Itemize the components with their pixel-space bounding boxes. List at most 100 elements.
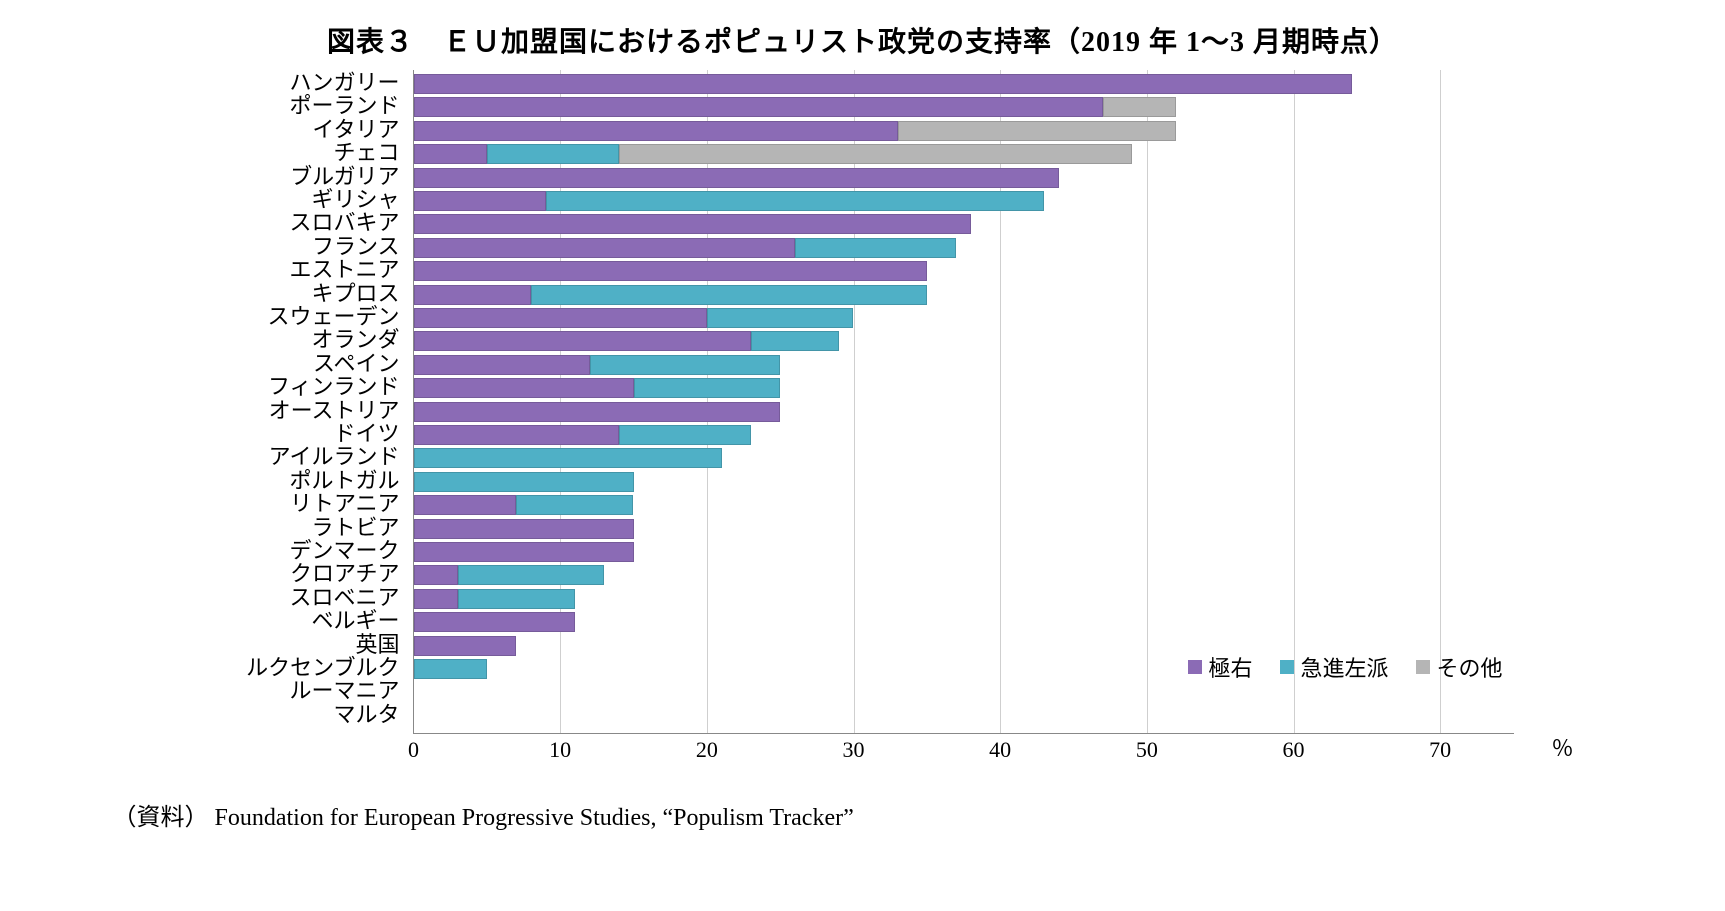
source-line: （資料） Foundation for European Progressive… xyxy=(113,797,1613,832)
category-label: ラトビア xyxy=(311,518,413,538)
category-label: ハンガリー xyxy=(289,73,413,93)
bar-segment-far_right xyxy=(414,191,546,211)
category-label: イタリア xyxy=(312,120,413,140)
bar-segment-far_right xyxy=(414,495,517,515)
x-tick-label: 70 xyxy=(1429,737,1451,763)
source-prefix: （資料） xyxy=(113,805,209,831)
category-label: キプロス xyxy=(311,284,413,304)
bar-row: クロアチア xyxy=(414,565,605,585)
category-label: ルーマニア xyxy=(289,681,413,701)
bar-segment-radical_left xyxy=(590,355,781,375)
legend-item-other: その他 xyxy=(1416,651,1502,683)
bar-row: ポーランド xyxy=(414,97,1177,117)
bar-row: ルクセンブルク xyxy=(414,659,487,679)
category-label: スペイン xyxy=(313,354,413,374)
bar-segment-far_right xyxy=(414,261,927,281)
category-label: マルタ xyxy=(333,705,413,725)
bar-segment-radical_left xyxy=(795,238,956,258)
x-tick-label: 10 xyxy=(549,737,571,763)
bar-row: フィンランド xyxy=(414,378,781,398)
bar-row: キプロス xyxy=(414,285,927,305)
bar-segment-other xyxy=(898,121,1177,141)
category-label: クロアチア xyxy=(290,564,414,584)
bar-segment-radical_left xyxy=(414,472,634,492)
category-label: リトアニア xyxy=(290,494,414,514)
bar-row: スロベニア xyxy=(414,589,575,609)
category-label: ベルギー xyxy=(311,611,413,631)
x-tick-label: 40 xyxy=(989,737,1011,763)
category-label: 英国 xyxy=(355,635,413,655)
bar-segment-far_right xyxy=(414,542,634,562)
bar-segment-far_right xyxy=(414,144,487,164)
category-label: スウェーデン xyxy=(267,307,413,327)
bar-segment-radical_left xyxy=(414,659,487,679)
bar-row: フランス xyxy=(414,238,957,258)
bar-segment-far_right xyxy=(414,121,898,141)
bar-segment-far_right xyxy=(414,589,458,609)
x-axis-unit: ％ xyxy=(1551,731,1573,763)
bar-segment-far_right xyxy=(414,425,619,445)
bar-segment-far_right xyxy=(414,285,531,305)
bar-segment-far_right xyxy=(414,355,590,375)
legend-swatch xyxy=(1188,660,1202,674)
bar-segment-radical_left xyxy=(531,285,927,305)
bar-segment-far_right xyxy=(414,378,634,398)
bar-segment-radical_left xyxy=(458,589,575,609)
bar-row: ラトビア xyxy=(414,519,634,539)
bar-row: スウェーデン xyxy=(414,308,854,328)
category-label: スロベニア xyxy=(289,588,413,608)
legend-item-far_right: 極右 xyxy=(1188,651,1252,683)
bar-row: アイルランド xyxy=(414,448,722,468)
x-tick-label: 20 xyxy=(696,737,718,763)
bar-segment-radical_left xyxy=(487,144,619,164)
category-label: ルクセンブルク xyxy=(246,658,413,678)
bar-segment-radical_left xyxy=(707,308,854,328)
source-text: Foundation for European Progressive Stud… xyxy=(215,805,854,831)
plot-area: ％ 010203040506070ハンガリーポーランドイタリアチェコブルガリアギ… xyxy=(413,70,1514,734)
bar-segment-radical_left xyxy=(619,425,751,445)
x-tick-label: 60 xyxy=(1283,737,1305,763)
bar-segment-far_right xyxy=(414,612,575,632)
legend-label: 極右 xyxy=(1208,651,1252,683)
chart-container: 図表３ ＥＵ加盟国におけるポピュリスト政党の支持率（2019 年 1～3 月期時… xyxy=(113,20,1613,832)
category-label: スロバキア xyxy=(289,213,413,233)
bar-segment-far_right xyxy=(414,331,751,351)
bar-segment-far_right xyxy=(414,565,458,585)
bar-segment-far_right xyxy=(414,636,517,656)
category-label: オーストリア xyxy=(269,401,414,421)
legend: 極右 急進左派 その他 xyxy=(1188,651,1502,683)
bar-segment-other xyxy=(1103,97,1176,117)
category-label: チェコ xyxy=(333,143,413,163)
category-label: ドイツ xyxy=(333,424,413,444)
gridline xyxy=(1440,70,1441,733)
x-tick-label: 0 xyxy=(408,737,419,763)
bar-row: オーストリア xyxy=(414,402,781,422)
x-tick-label: 50 xyxy=(1136,737,1158,763)
bar-segment-radical_left xyxy=(414,448,722,468)
bar-row: ドイツ xyxy=(414,425,751,445)
bar-segment-far_right xyxy=(414,74,1353,94)
chart-title: 図表３ ＥＵ加盟国におけるポピュリスト政党の支持率（2019 年 1～3 月期時… xyxy=(113,20,1613,60)
bar-segment-radical_left xyxy=(634,378,781,398)
bar-row: スロバキア xyxy=(414,214,971,234)
bar-segment-radical_left xyxy=(458,565,605,585)
plot: ％ 010203040506070ハンガリーポーランドイタリアチェコブルガリアギ… xyxy=(413,70,1513,773)
legend-label: その他 xyxy=(1436,651,1502,683)
legend-item-radical_left: 急進左派 xyxy=(1280,651,1388,683)
bar-row: リトアニア xyxy=(414,495,634,515)
legend-label: 急進左派 xyxy=(1300,651,1388,683)
bar-segment-far_right xyxy=(414,214,971,234)
bar-row: イタリア xyxy=(414,121,1177,141)
bar-segment-far_right xyxy=(414,97,1103,117)
bar-segment-far_right xyxy=(414,519,634,539)
category-label: オランダ xyxy=(311,330,413,350)
bar-segment-far_right xyxy=(414,402,781,422)
category-label: デンマーク xyxy=(289,541,413,561)
category-label: フランス xyxy=(312,237,414,257)
gridline xyxy=(1147,70,1148,733)
bar-row: ポルトガル xyxy=(414,472,634,492)
category-label: アイルランド xyxy=(269,447,414,467)
bar-segment-other xyxy=(619,144,1132,164)
bar-segment-far_right xyxy=(414,308,707,328)
category-label: ポーランド xyxy=(289,96,413,116)
